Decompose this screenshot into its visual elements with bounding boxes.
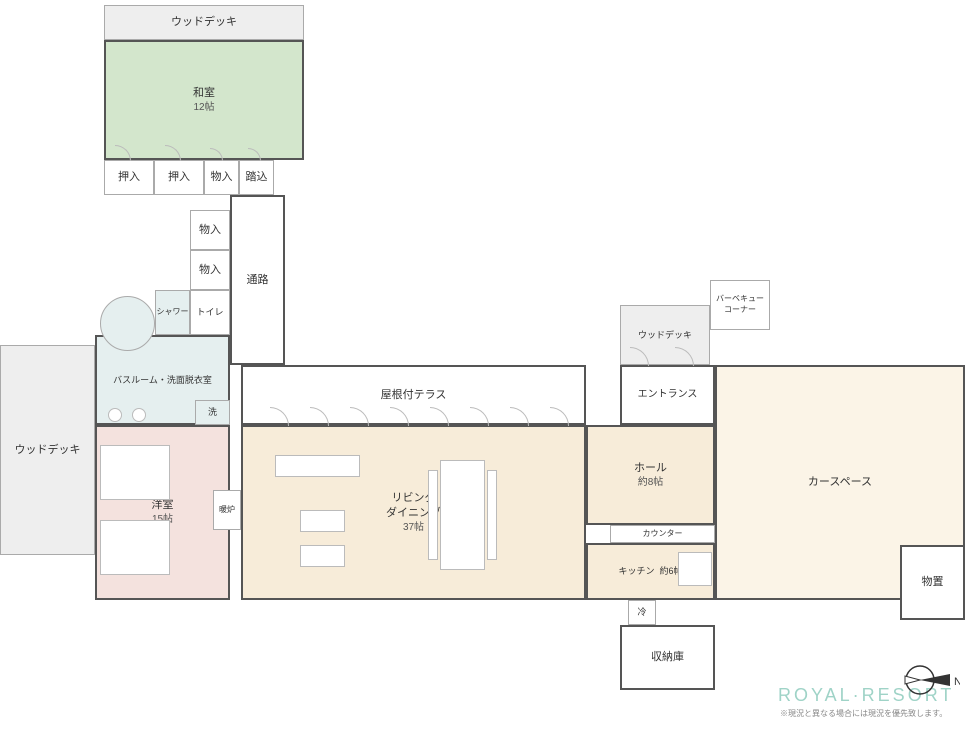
furniture-chairs_l	[428, 470, 438, 560]
room-danro: 暖炉	[213, 490, 241, 530]
room-shower: シャワー	[155, 290, 190, 335]
furniture-bed1	[100, 445, 170, 500]
label-bbq: バーベキュー コーナー	[716, 294, 764, 316]
furniture-sink1	[108, 408, 122, 422]
label-storage: 収納庫	[651, 650, 684, 665]
room-bbq: バーベキュー コーナー	[710, 280, 770, 330]
room-oshiire1: 押入	[104, 160, 154, 195]
label-bath: バスルーム・洗面脱衣室	[113, 374, 212, 386]
room-monooki: 物置	[900, 545, 965, 620]
furniture-sink2	[132, 408, 146, 422]
svg-text:N: N	[954, 676, 960, 688]
label-counter: カウンター	[643, 529, 683, 540]
label-wood_deck_left: ウッドデッキ	[15, 443, 81, 458]
compass-icon: N	[900, 665, 960, 700]
floor-plan: ウッドデッキ和室12帖押入押入物入踏込物入物入通路シャワートイレバスルーム・洗面…	[0, 0, 967, 736]
room-wood_deck_left: ウッドデッキ	[0, 345, 95, 555]
room-hall: ホール約8帖	[586, 425, 715, 525]
room-sen: 洗	[195, 400, 230, 425]
room-counter: カウンター	[610, 525, 715, 543]
label-monooki: 物置	[922, 575, 944, 590]
label-mono_top: 物入	[211, 170, 233, 185]
label-hall: ホール	[634, 461, 667, 476]
label-shower: シャワー	[157, 307, 189, 318]
sublabel-hall: 約8帖	[638, 476, 664, 490]
label-rei: 冷	[637, 606, 646, 618]
furniture-sofa1	[275, 455, 360, 477]
label-washitsu: 和室	[193, 86, 215, 101]
label-bedroom: 洋室	[152, 498, 174, 513]
label-terrace: 屋根付テラス	[381, 388, 447, 403]
label-oshiire1: 押入	[118, 170, 140, 185]
furniture-sofa2	[300, 510, 345, 532]
furniture-sofa3	[300, 545, 345, 567]
room-mono_top: 物入	[204, 160, 239, 195]
room-bath_tub	[100, 296, 155, 351]
label-entrance: エントランス	[638, 388, 698, 402]
room-fumikomi: 踏込	[239, 160, 274, 195]
room-washitsu: 和室12帖	[104, 40, 304, 160]
room-corridor: 通路	[230, 195, 285, 365]
furniture-stove	[678, 552, 712, 586]
label-wood_deck_top: ウッドデッキ	[171, 15, 237, 30]
room-entrance: エントランス	[620, 365, 715, 425]
room-toilet: トイレ	[190, 290, 230, 335]
furniture-bed2	[100, 520, 170, 575]
room-oshiire2: 押入	[154, 160, 204, 195]
sublabel-washitsu: 12帖	[193, 101, 214, 115]
room-mono1: 物入	[190, 210, 230, 250]
label-mono2: 物入	[199, 263, 221, 278]
label-toilet: トイレ	[196, 306, 223, 318]
room-terrace: 屋根付テラス	[241, 365, 586, 425]
disclaimer-text: ※現況と異なる場合には現況を優先致します。	[780, 708, 947, 719]
room-storage: 収納庫	[620, 625, 715, 690]
label-wood_deck_r: ウッドデッキ	[638, 329, 692, 341]
label-carspace: カースペース	[808, 475, 872, 490]
room-mono2: 物入	[190, 250, 230, 290]
sublabel-living: 37帖	[403, 521, 424, 535]
label-danro: 暖炉	[219, 505, 235, 516]
furniture-table	[440, 460, 485, 570]
room-wood_deck_top: ウッドデッキ	[104, 5, 304, 40]
room-living: リビング ダイニング37帖	[241, 425, 586, 600]
furniture-chairs_r	[487, 470, 497, 560]
label-kitchen: キッチン 約6帖	[618, 565, 682, 577]
label-sen: 洗	[208, 406, 217, 418]
label-oshiire2: 押入	[168, 170, 190, 185]
label-mono1: 物入	[199, 223, 221, 238]
label-fumikomi: 踏込	[246, 170, 268, 185]
label-corridor: 通路	[247, 273, 269, 288]
room-rei: 冷	[628, 600, 656, 625]
